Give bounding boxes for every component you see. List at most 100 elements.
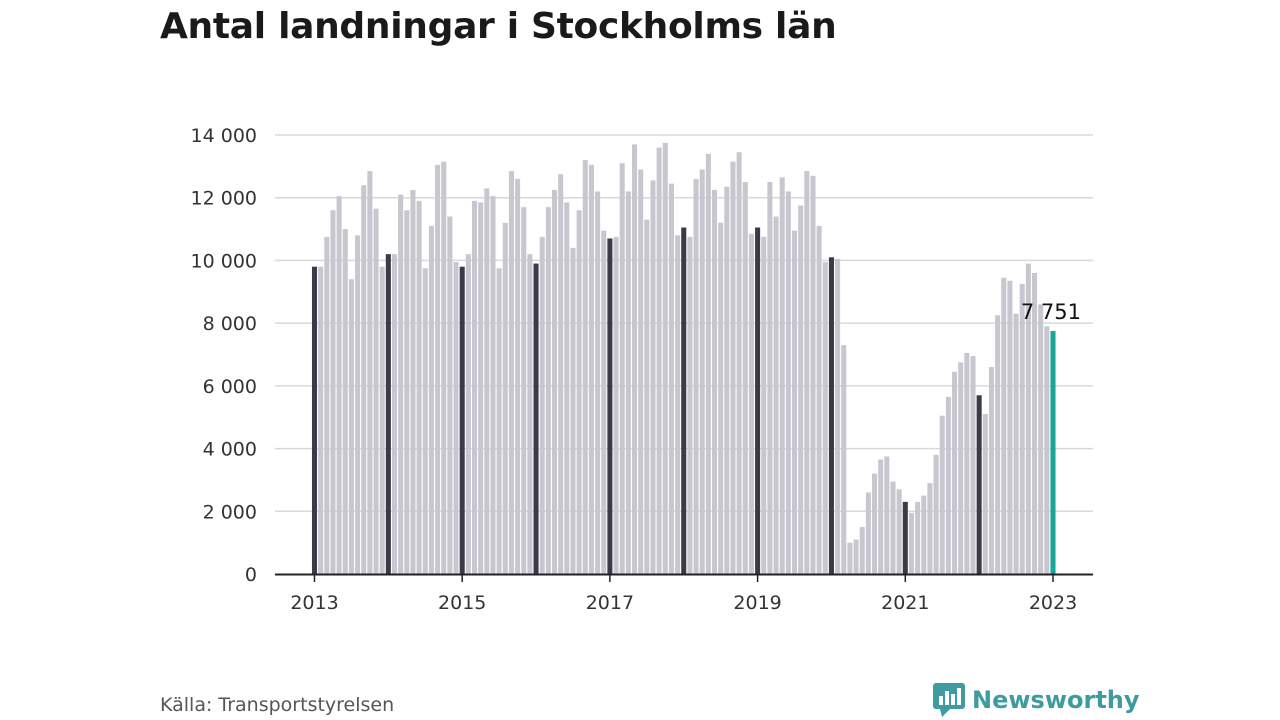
bar-33 (515, 178, 521, 574)
source-note: Källa: Transportstyrelsen (160, 694, 395, 716)
bar-79 (798, 205, 804, 574)
x-tick-label-2017: 2017 (586, 592, 634, 614)
bar-32 (508, 171, 514, 574)
y-tick-label-10000: 10 000 (191, 250, 257, 272)
bar-110 (988, 367, 994, 574)
bars (311, 142, 1056, 575)
bar-60 (681, 227, 687, 574)
bar-83 (822, 261, 828, 574)
bar-49 (613, 236, 619, 575)
bar-111 (995, 315, 1001, 574)
bar-51 (625, 191, 631, 574)
bar-16 (410, 189, 416, 574)
bar-7 (355, 235, 361, 575)
bar-74 (767, 182, 773, 575)
bar-31 (502, 222, 508, 575)
bar-86 (841, 345, 847, 574)
y-tick-label-2000: 2 000 (203, 501, 257, 523)
bar-66 (718, 222, 724, 575)
bar-2 (324, 236, 330, 575)
bar-21 (441, 161, 447, 574)
bar-73 (761, 236, 767, 575)
bar-28 (484, 188, 490, 575)
bar-117 (1032, 272, 1038, 574)
x-tick-label-2015: 2015 (438, 592, 486, 614)
bar-67 (724, 186, 730, 574)
bar-89 (859, 526, 865, 574)
bar-37 (539, 236, 545, 575)
bar-4 (336, 196, 342, 574)
bar-56 (656, 147, 662, 575)
bar-44 (582, 160, 588, 575)
bar-5 (342, 229, 348, 575)
bar-10 (373, 208, 379, 575)
bar-8 (361, 185, 367, 574)
bar-75 (773, 216, 779, 574)
bar-81 (810, 175, 816, 574)
bar-23 (453, 261, 459, 574)
bar-57 (662, 142, 668, 574)
bar-80 (804, 171, 810, 574)
bar-0 (311, 266, 318, 574)
bar-105 (958, 362, 964, 574)
bar-107 (970, 356, 976, 574)
x-tick-label-2021: 2021 (881, 592, 929, 614)
bar-119 (1044, 326, 1050, 574)
bar-72 (755, 227, 761, 574)
bar-12 (385, 254, 391, 574)
bar-35 (527, 254, 533, 574)
bar-9 (367, 171, 373, 574)
bar-71 (748, 233, 754, 574)
bar-98 (915, 501, 921, 574)
bar-1 (318, 266, 324, 574)
bar-103 (945, 396, 951, 574)
bar-58 (668, 183, 674, 574)
bar-47 (601, 230, 607, 574)
bar-36 (533, 263, 539, 574)
bar-22 (447, 216, 453, 574)
bar-45 (588, 164, 594, 574)
y-tick-label-0: 0 (245, 564, 257, 586)
bar-116 (1025, 263, 1031, 574)
bar-13 (391, 254, 398, 574)
latest-value-label: 7 751 (1021, 300, 1081, 324)
bar-48 (607, 238, 613, 574)
bar-63 (699, 169, 705, 574)
y-tick-label-8000: 8 000 (203, 313, 257, 335)
bar-68 (730, 161, 736, 574)
bar-106 (964, 352, 970, 574)
bar-94 (890, 481, 896, 574)
bar-88 (853, 539, 859, 574)
bar-18 (422, 268, 428, 574)
bar-112 (1001, 277, 1007, 574)
bar-27 (478, 202, 484, 575)
y-tick-label-4000: 4 000 (203, 439, 257, 461)
bar-108 (976, 395, 982, 574)
x-axis-ticks: 2013 2015 2017 2019 2021 2023 (290, 574, 1077, 614)
bar-62 (693, 178, 699, 574)
bar-70 (742, 182, 748, 575)
bar-95 (896, 489, 902, 574)
bar-38 (545, 207, 551, 574)
bar-69 (736, 152, 742, 574)
chart-title: Antal landningar i Stockholms län (160, 6, 837, 47)
bar-115 (1019, 283, 1025, 574)
bar-90 (865, 492, 871, 574)
bar-77 (785, 191, 791, 574)
y-tick-label-6000: 6 000 (203, 376, 257, 398)
bar-50 (619, 163, 625, 574)
bar-30 (496, 268, 502, 574)
x-tick-label-2019: 2019 (733, 592, 781, 614)
bar-53 (638, 169, 644, 574)
bar-92 (878, 459, 884, 574)
bar-6 (348, 279, 354, 574)
bar-42 (570, 247, 576, 574)
newsworthy-logo-icon (933, 683, 965, 717)
bar-91 (872, 473, 878, 574)
bar-100 (927, 483, 933, 574)
bar-39 (551, 189, 558, 574)
bar-29 (490, 196, 496, 574)
bar-55 (650, 180, 656, 575)
bar-120 (1050, 330, 1056, 574)
